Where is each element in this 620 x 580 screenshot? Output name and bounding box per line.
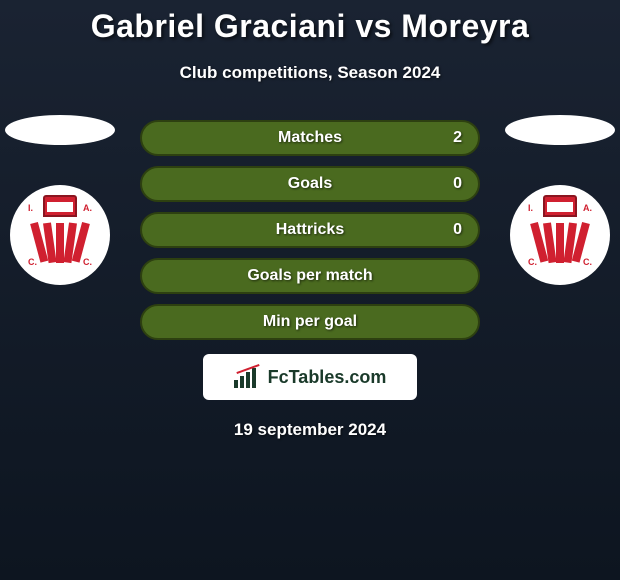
stat-value: 0 [453, 221, 462, 239]
stat-label: Hattricks [276, 221, 344, 239]
club-badge-left: I. A. C. C. [10, 185, 110, 285]
stat-label: Goals per match [247, 267, 372, 285]
stat-row-hattricks: Hattricks 0 [140, 212, 480, 248]
stat-row-goals-per-match: Goals per match [140, 258, 480, 294]
club-badge-right: I. A. C. C. [510, 185, 610, 285]
badge-text: I. [28, 203, 33, 213]
player-silhouette-icon [505, 115, 615, 145]
badge-text: C. [583, 257, 592, 267]
badge-text: C. [83, 257, 92, 267]
site-name: FcTables.com [268, 367, 387, 388]
branding-box: FcTables.com [203, 354, 417, 400]
shield-icon [543, 195, 577, 217]
stat-row-matches: Matches 2 [140, 120, 480, 156]
stats-table: Matches 2 Goals 0 Hattricks 0 Goals per … [140, 120, 480, 440]
stat-row-min-per-goal: Min per goal [140, 304, 480, 340]
shield-icon [43, 195, 77, 217]
stat-label: Matches [278, 129, 342, 147]
badge-text: C. [28, 257, 37, 267]
stat-label: Min per goal [263, 313, 357, 331]
player-silhouette-icon [5, 115, 115, 145]
chart-icon [234, 366, 262, 388]
badge-text: C. [528, 257, 537, 267]
badge-text: A. [583, 203, 592, 213]
comparison-subtitle: Club competitions, Season 2024 [0, 63, 620, 83]
date-label: 19 september 2024 [140, 420, 480, 440]
stat-row-goals: Goals 0 [140, 166, 480, 202]
player-right-column: I. A. C. C. [500, 115, 620, 285]
stat-label: Goals [288, 175, 332, 193]
badge-text: I. [528, 203, 533, 213]
player-left-column: I. A. C. C. [0, 115, 120, 285]
stat-value: 2 [453, 129, 462, 147]
stat-value: 0 [453, 175, 462, 193]
comparison-title: Gabriel Graciani vs Moreyra [0, 0, 620, 45]
badge-text: A. [83, 203, 92, 213]
